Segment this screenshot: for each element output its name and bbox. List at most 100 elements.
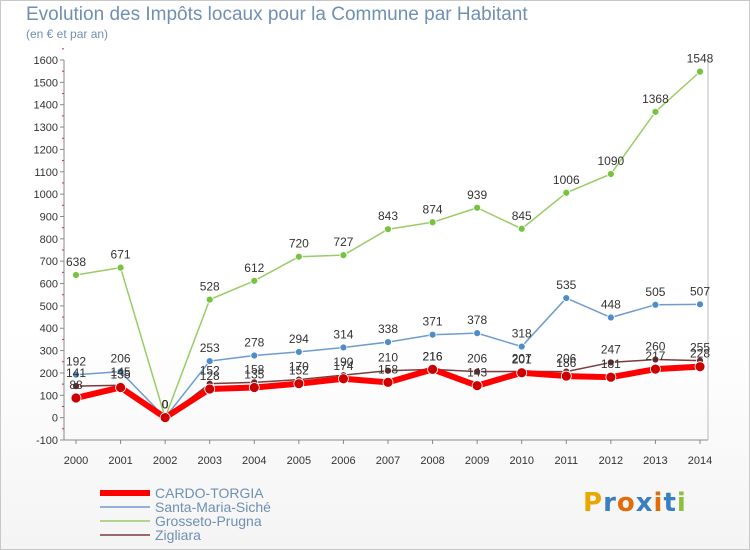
- data-point-santa-maria-siche: [428, 330, 437, 339]
- data-point-cardo-torgia: [70, 392, 82, 404]
- data-label-zigliara: 190: [333, 355, 353, 369]
- data-label-cardo-torgia: 217: [645, 349, 665, 363]
- data-point-grosseto-prugna: [294, 252, 303, 261]
- data-label-cardo-torgia: 152: [289, 364, 309, 378]
- data-label-grosseto-prugna: 727: [333, 235, 353, 249]
- data-point-cardo-torgia: [471, 380, 483, 392]
- data-label-zigliara: 158: [244, 362, 264, 376]
- data-point-grosseto-prugna: [72, 271, 80, 279]
- x-tick-label: 2010: [509, 455, 533, 467]
- y-tick-label: 0: [52, 413, 58, 425]
- y-tick-label: 500: [40, 301, 58, 313]
- data-point-grosseto-prugna: [696, 67, 704, 76]
- data-label-grosseto-prugna: 671: [111, 248, 131, 262]
- data-label-grosseto-prugna: 0: [162, 398, 169, 412]
- data-label-cardo-torgia: 158: [378, 362, 398, 376]
- legend-label: Zigliara: [155, 527, 201, 543]
- data-label-zigliara: 170: [289, 360, 309, 374]
- chart-axes: -100 0 100 200 300 400 500 600 700 800 900 1000 1100…: [34, 48, 712, 467]
- x-tick-label: 2002: [153, 455, 177, 467]
- data-label-zigliara: 210: [378, 351, 398, 365]
- data-label-cardo-torgia: 181: [601, 357, 621, 371]
- data-point-zigliara: [651, 355, 660, 364]
- data-label-cardo-torgia: 174: [333, 359, 353, 373]
- data-label-santa-maria-siche: 448: [601, 298, 621, 312]
- y-tick-label: 100: [40, 390, 58, 402]
- x-tick-label: 2004: [242, 455, 266, 467]
- logo-letter: P: [583, 488, 604, 518]
- y-tick-label: 700: [40, 256, 58, 268]
- x-tick-label: 2012: [599, 455, 623, 467]
- data-label-cardo-torgia: 128: [200, 369, 220, 383]
- data-label-zigliara: 206: [556, 352, 576, 366]
- data-label-zigliara: 207: [512, 351, 532, 365]
- data-label-cardo-torgia: 201: [512, 353, 532, 367]
- data-label-grosseto-prugna: 845: [512, 209, 532, 223]
- data-point-grosseto-prugna: [205, 295, 214, 304]
- x-tick-label: 2007: [376, 455, 400, 467]
- data-label-santa-maria-siche: 371: [423, 315, 443, 329]
- data-point-grosseto-prugna: [562, 188, 571, 197]
- data-point-zigliara: [72, 382, 80, 391]
- data-point-grosseto-prugna: [384, 225, 392, 234]
- data-point-santa-maria-siche: [651, 300, 660, 309]
- x-tick-label: 2014: [688, 455, 712, 467]
- data-point-santa-maria-siche: [473, 329, 482, 338]
- data-label-grosseto-prugna: 1090: [598, 154, 625, 168]
- y-tick-label: 200: [40, 368, 58, 380]
- y-tick-label: 1300: [34, 122, 58, 134]
- data-point-grosseto-prugna: [250, 276, 259, 285]
- data-point-grosseto-prugna: [606, 170, 615, 178]
- data-point-grosseto-prugna: [651, 107, 660, 116]
- data-point-cardo-torgia: [605, 371, 617, 383]
- data-point-zigliara: [606, 358, 615, 367]
- x-tick-label: 2008: [420, 455, 444, 467]
- data-point-santa-maria-siche: [517, 342, 526, 351]
- data-label-cardo-torgia: 135: [244, 367, 264, 381]
- y-tick-label: 1200: [34, 144, 58, 156]
- data-label-zigliara: 152: [200, 364, 220, 378]
- data-label-santa-maria-siche: 314: [333, 327, 353, 341]
- data-label-zigliara: 0: [162, 398, 169, 412]
- data-label-santa-maria-siche: 338: [378, 322, 398, 336]
- data-label-grosseto-prugna: 939: [467, 188, 487, 202]
- data-label-grosseto-prugna: 720: [289, 237, 309, 251]
- data-point-cardo-torgia: [516, 367, 528, 379]
- data-point-grosseto-prugna: [517, 224, 526, 233]
- data-point-santa-maria-siche: [384, 338, 392, 346]
- legend-label: Grosseto-Prugna: [155, 513, 262, 529]
- data-label-zigliara: 206: [467, 352, 487, 366]
- y-tick-label: 1600: [34, 55, 58, 67]
- data-point-cardo-torgia: [382, 376, 394, 388]
- data-point-grosseto-prugna: [116, 263, 125, 272]
- data-label-santa-maria-siche: 0: [162, 398, 169, 412]
- x-tick-label: 2003: [197, 455, 221, 467]
- data-point-cardo-torgia: [293, 378, 305, 390]
- logo-letter: r: [603, 488, 617, 518]
- data-point-santa-maria-siche: [250, 351, 259, 360]
- data-label-santa-maria-siche: 294: [289, 332, 309, 346]
- x-tick-label: 2011: [554, 455, 578, 467]
- data-point-santa-maria-siche: [294, 348, 303, 356]
- y-tick-label: 1000: [34, 189, 58, 201]
- y-tick-label: 1500: [34, 77, 58, 89]
- y-tick-label: 1400: [34, 100, 58, 112]
- data-point-cardo-torgia: [694, 361, 706, 373]
- data-point-cardo-torgia: [650, 363, 661, 375]
- data-label-cardo-torgia: 0: [162, 398, 169, 412]
- data-label-zigliara: 247: [601, 342, 621, 356]
- data-label-grosseto-prugna: 1368: [642, 92, 669, 106]
- data-label-zigliara: 255: [690, 341, 710, 355]
- data-label-santa-maria-siche: 278: [244, 336, 264, 350]
- data-label-zigliara: 216: [423, 349, 443, 363]
- data-point-cardo-torgia: [560, 370, 572, 382]
- data-label-grosseto-prugna: 1548: [687, 52, 714, 66]
- y-tick-label: 900: [40, 211, 58, 223]
- y-tick-label: -100: [36, 435, 58, 447]
- chart-title: Evolution des Impôts locaux pour la Comm…: [26, 4, 528, 25]
- data-label-santa-maria-siche: 206: [111, 352, 131, 366]
- x-tick-label: 2006: [331, 455, 355, 467]
- data-label-zigliara: 145: [111, 365, 131, 379]
